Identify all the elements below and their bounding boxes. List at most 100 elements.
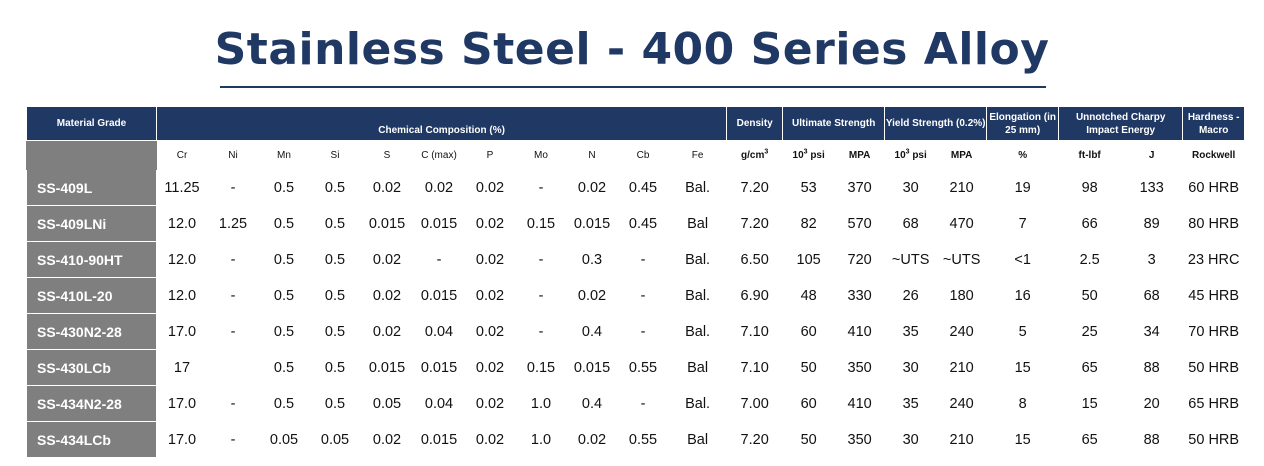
table-cell: 23 HRC <box>1182 241 1246 278</box>
table-cell: 0.015 <box>413 277 465 314</box>
table-cell: 240 <box>936 313 988 350</box>
table-cell: 0.02 <box>464 169 516 206</box>
table-cell: 17.0 <box>156 385 208 422</box>
page-title: Stainless Steel - 400 Series Alloy <box>214 24 1050 75</box>
table-cell: ~UTS <box>936 241 988 278</box>
table-cell: 0.15 <box>515 205 567 242</box>
table-cell: 17.0 <box>156 313 208 350</box>
table-cell: 68 <box>884 205 938 242</box>
table-cell: 0.4 <box>566 385 618 422</box>
table-cell: - <box>617 277 669 314</box>
subheader-cell: Cb <box>617 140 669 170</box>
table-cell: 0.015 <box>413 349 465 386</box>
table-cell: 8 <box>986 385 1060 422</box>
table-cell: 50 HRB <box>1182 349 1246 386</box>
table-cell: 0.5 <box>258 313 310 350</box>
subheader-cell: Fe <box>667 140 728 170</box>
table-cell: 25 <box>1058 313 1122 350</box>
table-cell: 0.02 <box>566 421 618 458</box>
table-cell: - <box>515 313 567 350</box>
table-cell: 0.015 <box>360 205 414 242</box>
table-row: SS-409LNi 12.0 1.25 0.5 0.5 0.015 0.015 0.02 0.1… <box>26 205 1246 242</box>
table-cell: Bal. <box>667 277 728 314</box>
table-cell: 0.02 <box>464 385 516 422</box>
table-cell: 1.0 <box>515 385 567 422</box>
subheader-row: Cr Ni Mn Si S C (max) P Mo N Cb Fe g/cm3 103 psi MPA 1… <box>26 140 1246 170</box>
table-cell: 7.10 <box>726 313 784 350</box>
table-cell: 0.5 <box>309 349 361 386</box>
table-cell: 0.55 <box>617 421 669 458</box>
table-cell: 0.015 <box>413 421 465 458</box>
material-grade-cell: SS-434N2-28 <box>26 385 157 422</box>
table-cell: 60 <box>782 385 836 422</box>
table-cell: ~UTS <box>884 241 938 278</box>
material-grade-cell: SS-410L-20 <box>26 277 157 314</box>
table-cell: 0.02 <box>464 205 516 242</box>
subheader-cell: MPA <box>936 140 988 170</box>
table-cell: Bal <box>667 205 728 242</box>
subheader-cell: Si <box>309 140 361 170</box>
table-cell: 0.02 <box>464 313 516 350</box>
header-material-grade: Material Grade <box>26 106 157 141</box>
table-cell: 0.5 <box>309 241 361 278</box>
table-cell: Bal. <box>667 241 728 278</box>
title-underline <box>220 86 1046 88</box>
subheader-cell: P <box>464 140 516 170</box>
table-cell: Bal. <box>667 169 728 206</box>
subheader-cell: g/cm3 <box>726 140 784 170</box>
table-cell: 7.10 <box>726 349 784 386</box>
table-cell: 65 <box>1058 421 1122 458</box>
table-cell: 88 <box>1120 421 1184 458</box>
table-cell: <1 <box>986 241 1060 278</box>
table-cell: 133 <box>1120 169 1184 206</box>
table-cell: 89 <box>1120 205 1184 242</box>
table-cell: 0.5 <box>258 385 310 422</box>
table-cell: 0.015 <box>360 349 414 386</box>
table-cell: 410 <box>834 385 886 422</box>
table-cell: - <box>207 241 259 278</box>
table-cell: 6.50 <box>726 241 784 278</box>
table-cell: 30 <box>884 169 938 206</box>
table-cell: 180 <box>936 277 988 314</box>
table-cell: Bal. <box>667 385 728 422</box>
subheader-cell: ft-lbf <box>1058 140 1122 170</box>
table-cell: 35 <box>884 385 938 422</box>
table-cell: 7.20 <box>726 169 784 206</box>
table-row: SS-430LCb 17 0.5 0.5 0.015 0.015 0.02 0.15 0.015… <box>26 349 1246 386</box>
table-cell: 240 <box>936 385 988 422</box>
table-cell: - <box>617 313 669 350</box>
table-cell: 7 <box>986 205 1060 242</box>
table-cell: 30 <box>884 349 938 386</box>
table-cell: 210 <box>936 421 988 458</box>
table-cell: - <box>207 421 259 458</box>
table-cell: 0.5 <box>258 277 310 314</box>
table-cell: - <box>207 385 259 422</box>
table-cell: 350 <box>834 349 886 386</box>
table-cell: 7.20 <box>726 421 784 458</box>
table-cell: 0.5 <box>309 313 361 350</box>
table-cell: 12.0 <box>156 205 208 242</box>
table-cell: 0.5 <box>309 277 361 314</box>
table-cell: 5 <box>986 313 1060 350</box>
table-cell: 12.0 <box>156 241 208 278</box>
table-cell: 0.05 <box>258 421 310 458</box>
material-grade-cell: SS-410-90HT <box>26 241 157 278</box>
table-cell: 0.05 <box>309 421 361 458</box>
table-cell: 88 <box>1120 349 1184 386</box>
subheader-cell: MPA <box>834 140 886 170</box>
table-row: SS-410L-20 12.0-0.5 0.5 0.02 0.015 0.02-0.02-… <box>26 277 1246 314</box>
table-cell: 68 <box>1120 277 1184 314</box>
table-cell: Bal <box>667 421 728 458</box>
table-cell: 0.4 <box>566 313 618 350</box>
material-grade-cell: SS-430LCb <box>26 349 157 386</box>
table-cell: 0.02 <box>360 169 414 206</box>
table-cell: 7.00 <box>726 385 784 422</box>
table-cell: 20 <box>1120 385 1184 422</box>
table-cell: 0.02 <box>464 241 516 278</box>
table-row: SS-409L 11.25-0.5 0.5 0.02 0.02 0.02-0.02 0.45… <box>26 169 1246 206</box>
table-cell: 0.02 <box>464 421 516 458</box>
table-cell: 45 HRB <box>1182 277 1246 314</box>
table-cell: 0.45 <box>617 169 669 206</box>
table-cell: - <box>515 169 567 206</box>
table-cell: 0.02 <box>360 421 414 458</box>
